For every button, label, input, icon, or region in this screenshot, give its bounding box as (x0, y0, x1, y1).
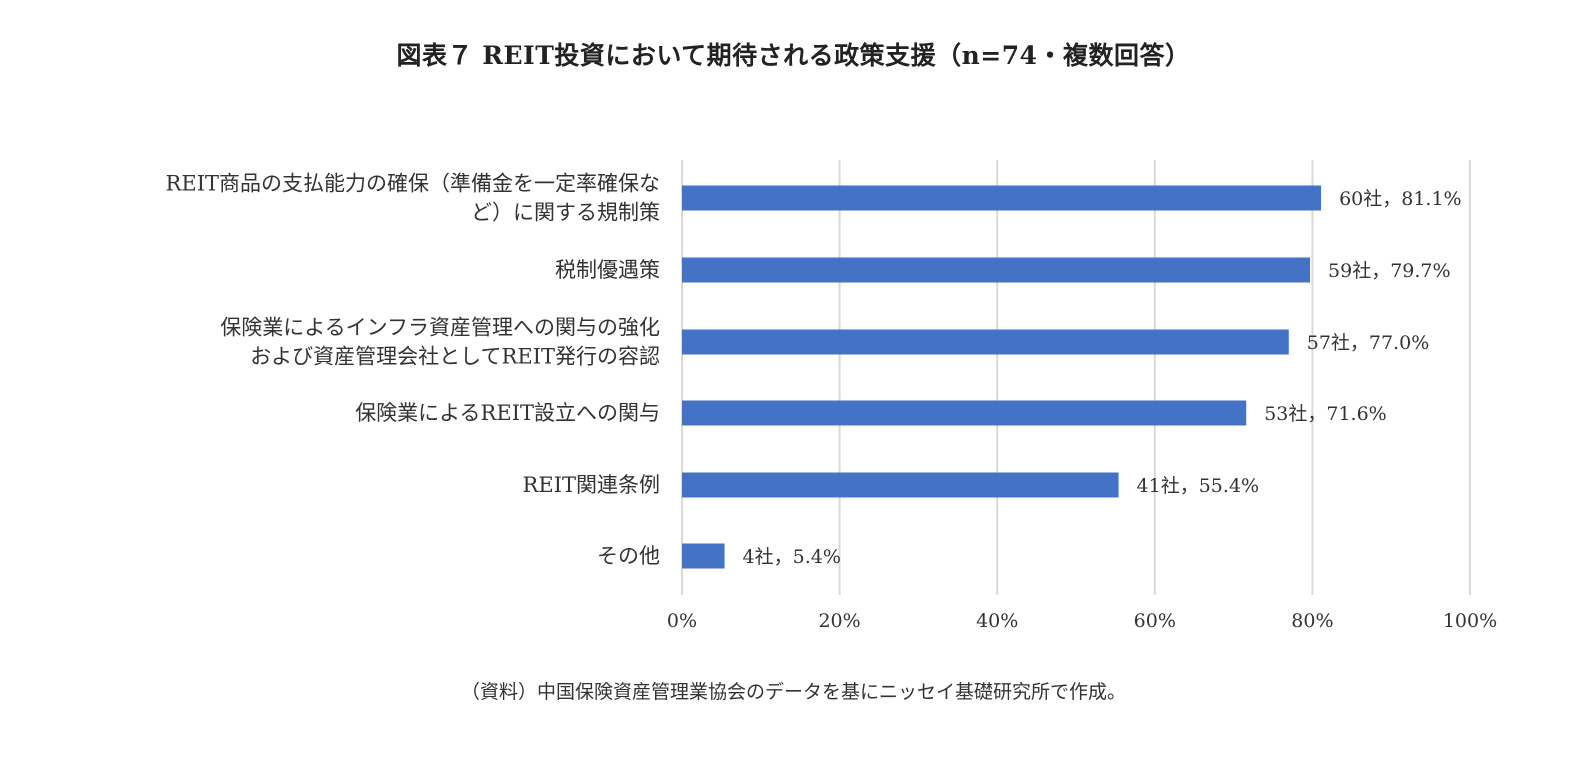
category-label: ど）に関する規制策 (471, 201, 660, 225)
category-labels: REIT商品の支払能力の確保（準備金を一定率確保など）に関する規制策税制優遇策保… (166, 172, 660, 569)
source-note: （資料）中国保険資産管理業協会のデータを基にニッセイ基礎研究所で作成。 (460, 681, 1126, 703)
x-tick-label: 100% (1443, 610, 1497, 632)
data-labels: 60社，81.1% 59社，79.7% 57社，77.0% 53社，71.6% 41社，… (743, 188, 1462, 568)
bar (682, 329, 1289, 355)
bar (682, 543, 725, 569)
x-tick-label: 40% (976, 610, 1018, 632)
bar (682, 257, 1311, 283)
data-label: 41社，55.4% (1137, 475, 1260, 497)
category-label: REIT関連条例 (523, 473, 660, 497)
category-label: 保険業によるREIT設立への関与 (355, 401, 660, 425)
bar (682, 185, 1322, 211)
category-label: および資産管理会社としてREIT発行の容認 (250, 345, 660, 369)
data-label: 53社，71.6% (1264, 403, 1387, 425)
category-label: 税制優遇策 (555, 258, 660, 282)
data-label: 4社，5.4% (743, 546, 841, 568)
x-tick-label: 0% (667, 610, 697, 632)
x-tick-label: 20% (818, 610, 860, 632)
x-tick-label: 80% (1291, 610, 1333, 632)
x-axis-ticks: 0% 20% 40% 60% 80% 100% (667, 610, 1497, 632)
category-label: REIT商品の支払能力の確保（準備金を一定率確保な (166, 172, 660, 196)
bars (682, 185, 1322, 569)
data-label: 57社，77.0% (1307, 332, 1430, 354)
bar (682, 400, 1247, 426)
category-label: 保険業によるインフラ資産管理への関与の強化 (220, 316, 660, 340)
data-label: 59社，79.7% (1328, 260, 1451, 282)
category-label: その他 (597, 544, 660, 568)
data-label: 60社，81.1% (1339, 188, 1462, 210)
chart-title: 図表７ REIT投資において期待される政策支援（n=74・複数回答） (396, 41, 1191, 70)
x-tick-label: 60% (1134, 610, 1176, 632)
bar (682, 472, 1119, 498)
gridlines (681, 160, 1471, 595)
